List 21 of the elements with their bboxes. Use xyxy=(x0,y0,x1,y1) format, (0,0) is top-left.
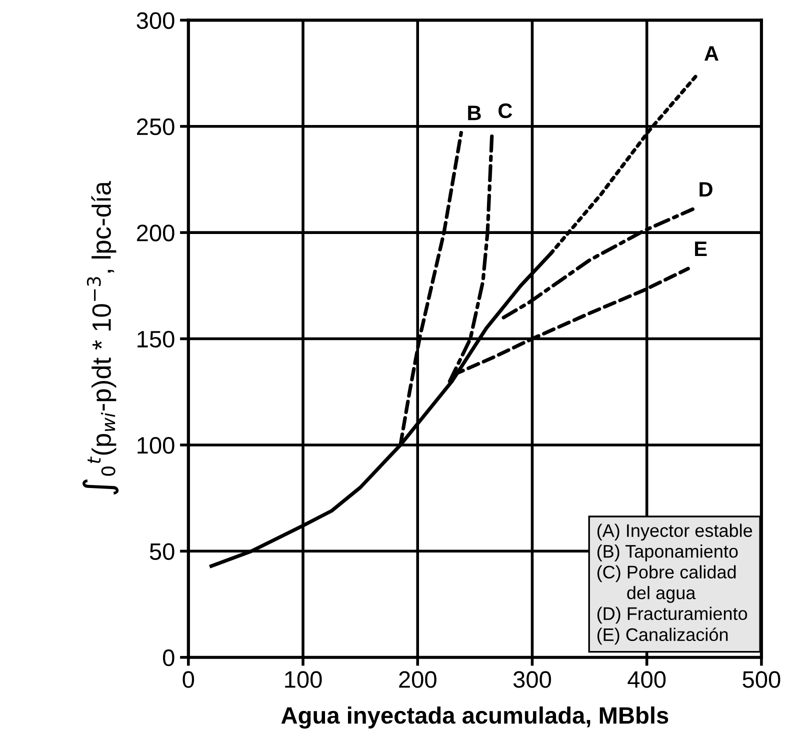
x-tick-label: 0 xyxy=(182,671,194,688)
series-label: C xyxy=(498,103,512,118)
x-tick-label: 200 xyxy=(399,671,436,688)
x-axis-title: Agua inyectada acumulada, MBbls xyxy=(281,706,668,729)
x-tick-label: 100 xyxy=(285,671,322,688)
y-tick-label: 250 xyxy=(137,118,174,136)
x-tick-label: 500 xyxy=(742,671,780,688)
y-tick-label: 0 xyxy=(163,649,174,666)
y-tick-label: 200 xyxy=(137,224,174,242)
series-label: E xyxy=(695,242,707,256)
y-axis-title: ∫$_{0}$$^{t}$(p$_{wi}$-p)dt * 10$^{−3}$, lpc-día xyxy=(82,181,119,495)
y-tick-label: 50 xyxy=(150,543,174,560)
x-tick-label: 300 xyxy=(513,671,552,688)
y-tick-label: 100 xyxy=(138,437,174,454)
series-label: D xyxy=(700,182,712,197)
x-tick-label: 400 xyxy=(628,671,666,688)
y-tick-label: 300 xyxy=(136,12,174,29)
series-label: B xyxy=(468,106,481,120)
y-tick-label: 150 xyxy=(138,330,174,348)
annotation: (A) Inyector estable (B) Taponamiento (C) Pobre calidad del agua (D) Fracturamiento (E) Canalización xyxy=(597,524,752,645)
series-label: A xyxy=(704,46,718,61)
